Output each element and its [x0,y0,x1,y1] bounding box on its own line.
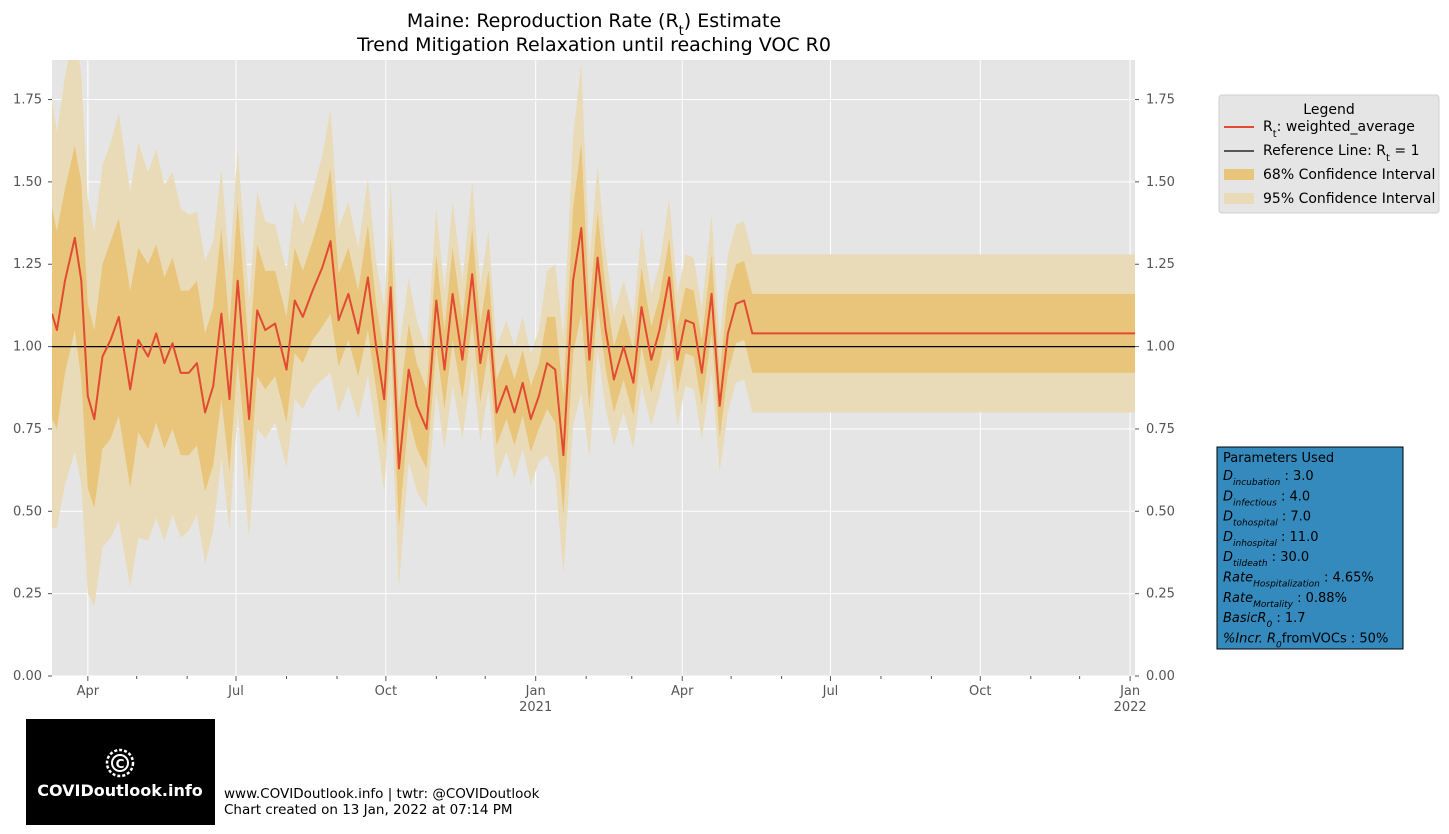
x-tick-label: Oct [375,684,397,699]
y-tick-label-right: 0.00 [1146,669,1175,684]
x-tick-year-label: 2022 [1114,700,1147,715]
parameters-title: Parameters Used [1223,451,1334,466]
y-tick-label: 1.50 [13,175,42,190]
legend-label: Rt: weighted_average [1263,119,1415,140]
chart-title: Maine: Reproduction Rate (Rt) Estimate [407,10,781,39]
y-tick-label-right: 1.75 [1146,93,1175,108]
x-tick-label: Jan [1119,684,1140,699]
axes: 0.00 0.00 0.25 0.25 0.50 0.50 0.75 0.75 1.00 1.00… [13,93,1175,715]
parameter-item: Dinfectious : 4.0 [1223,489,1310,508]
y-tick-label: 0.00 [13,669,42,684]
parameter-item: Dincubation : 3.0 [1223,469,1314,488]
parameter-item: %Incr. R0fromVOCs : 50% [1223,631,1388,650]
parameter-item: RateMortality : 0.88% [1223,591,1347,610]
series-line-weighted-average [52,227,1135,470]
legend-box [1218,94,1440,214]
svg-text:C: C [116,757,125,771]
parameter-item: Dinhospital : 11.0 [1223,530,1318,549]
y-tick-label: 0.50 [13,504,42,519]
series-lines [52,227,1135,470]
legend-label: Reference Line: Rt = 1 [1263,143,1420,164]
virus-icon: C [105,748,135,778]
x-tick-label: Apr [77,684,100,699]
x-tick-label: Apr [671,684,694,699]
parameter-item: Dtildeath : 30.0 [1223,550,1309,569]
legend-label: 68% Confidence Interval [1263,167,1435,183]
x-tick-year-label: 2021 [519,700,552,715]
parameter-item: RateHospitalization : 4.65% [1223,571,1374,590]
y-tick-label-right: 0.25 [1146,587,1175,602]
legend-swatch [1224,169,1254,180]
parameter-item: Dtohospital : 7.0 [1223,510,1311,529]
footer-website: www.COVIDoutlook.info | twtr: @COVIDoutl… [224,786,540,802]
ci68-band [52,142,1135,528]
parameters-box: Parameters Used Dincubation : 3.0Dinfect… [1216,446,1404,650]
logo-text: COVIDoutlook.info [37,781,203,800]
legend-title: Legend [1303,102,1354,118]
logo: C COVIDoutlook.info [26,719,215,825]
confidence-bands [52,60,1135,607]
parameters-box-bg [1216,446,1404,650]
parameter-item: BasicR0 : 1.7 [1223,611,1306,630]
y-tick-label: 0.75 [13,422,42,437]
logo-bg [26,719,215,825]
footer-created: Chart created on 13 Jan, 2022 at 07:14 P… [224,802,513,818]
y-tick-label-right: 0.50 [1146,504,1175,519]
legend-label: 95% Confidence Interval [1263,191,1435,207]
y-tick-label: 1.75 [13,93,42,108]
x-tick-label: Jan [525,684,546,699]
y-tick-label: 1.00 [13,340,42,355]
y-tick-label-right: 1.25 [1146,257,1175,272]
legend: Legend Rt: weighted_average Reference Lin… [1218,94,1440,214]
x-tick-label: Jul [227,684,244,699]
y-tick-label-right: 1.50 [1146,175,1175,190]
y-tick-label-right: 1.00 [1146,340,1175,355]
y-tick-label-right: 0.75 [1146,422,1175,437]
x-tick-label: Oct [969,684,991,699]
x-tick-label: Jul [822,684,839,699]
legend-swatch [1224,193,1254,204]
chart-subtitle: Trend Mitigation Relaxation until reachi… [356,34,831,56]
y-tick-label: 0.25 [13,587,42,602]
y-tick-label: 1.25 [13,257,42,272]
